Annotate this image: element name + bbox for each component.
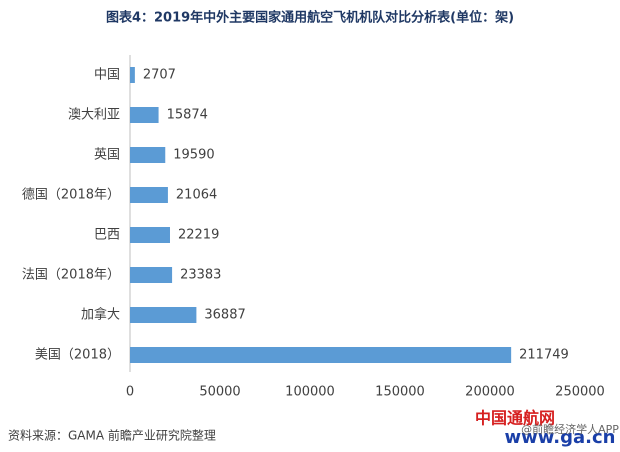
data-label: 2707 [143, 68, 176, 83]
bar [130, 147, 166, 163]
x-tick-label: 250000 [555, 385, 605, 400]
y-tick-label: 美国（2018） [35, 348, 120, 363]
data-label: 21064 [176, 188, 217, 203]
data-label: 36887 [204, 308, 245, 323]
bar [130, 107, 159, 123]
y-tick-label: 澳大利亚 [68, 107, 120, 123]
bar [130, 67, 135, 83]
y-tick-label: 英国 [94, 148, 120, 163]
x-tick-label: 150000 [375, 385, 425, 400]
data-label: 22219 [178, 228, 219, 243]
y-tick-label: 巴西 [94, 228, 120, 243]
y-tick-label: 德国（2018年） [22, 188, 120, 203]
x-tick-label: 100000 [285, 385, 335, 400]
watermark: www.ga.cn [505, 427, 616, 448]
bar [130, 307, 197, 323]
x-tick-label: 50000 [199, 385, 240, 400]
data-label: 15874 [167, 108, 208, 123]
x-tick-label: 0 [126, 385, 134, 400]
source: 资料来源：GAMA 前瞻产业研究院整理 [8, 428, 216, 443]
bar [130, 347, 512, 363]
data-label: 211749 [519, 348, 569, 363]
data-label: 23383 [180, 268, 221, 283]
y-tick-label: 法国（2018年） [22, 268, 120, 283]
bar [130, 187, 168, 203]
data-label: 19590 [173, 148, 214, 163]
watermark: 中国通航网 [475, 409, 555, 428]
chart-title: 图表4：2019年中外主要国家通用航空飞机机队对比分析表(单位：架) [106, 10, 514, 26]
y-tick-label: 加拿大 [81, 307, 120, 323]
watermark: @前瞻经济学人APP [521, 422, 619, 436]
bar [130, 227, 170, 243]
bar [130, 267, 173, 283]
x-tick-label: 200000 [465, 385, 515, 400]
y-tick-label: 中国 [94, 68, 120, 83]
